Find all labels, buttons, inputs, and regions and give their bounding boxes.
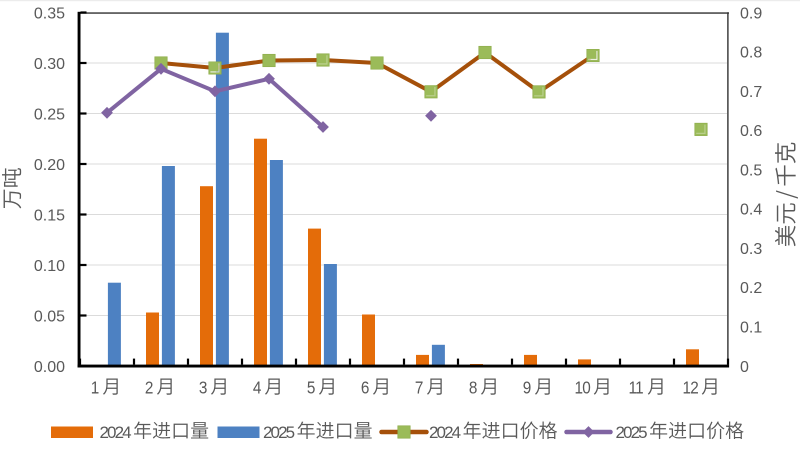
svg-text:2025: 2025 bbox=[263, 423, 295, 442]
svg-text:3: 3 bbox=[199, 377, 207, 397]
svg-text:0.7: 0.7 bbox=[740, 84, 762, 101]
svg-text:1: 1 bbox=[91, 377, 99, 397]
svg-text:0.6: 0.6 bbox=[740, 123, 762, 140]
svg-text:0.30: 0.30 bbox=[34, 56, 65, 73]
svg-text:10: 10 bbox=[575, 377, 591, 397]
svg-text:0.20: 0.20 bbox=[34, 157, 65, 174]
svg-text:0.05: 0.05 bbox=[34, 308, 65, 325]
svg-text:8: 8 bbox=[469, 377, 477, 397]
svg-text:0.4: 0.4 bbox=[740, 202, 762, 219]
svg-text:2: 2 bbox=[145, 377, 153, 397]
svg-text:0.5: 0.5 bbox=[740, 162, 762, 179]
svg-text:2024: 2024 bbox=[100, 423, 132, 442]
svg-text:0.1: 0.1 bbox=[740, 320, 762, 337]
svg-text:0.15: 0.15 bbox=[34, 207, 65, 224]
svg-text:7: 7 bbox=[415, 377, 423, 397]
svg-text:12: 12 bbox=[683, 377, 699, 397]
svg-text:0.35: 0.35 bbox=[34, 5, 65, 22]
svg-text:0.25: 0.25 bbox=[34, 106, 65, 123]
svg-text:0: 0 bbox=[740, 359, 749, 376]
svg-text:0.2: 0.2 bbox=[740, 280, 762, 297]
svg-text:6: 6 bbox=[361, 377, 369, 397]
svg-text:5: 5 bbox=[307, 377, 315, 397]
svg-text:9: 9 bbox=[523, 377, 531, 397]
svg-text:0.00: 0.00 bbox=[34, 359, 65, 376]
svg-text:2025: 2025 bbox=[616, 423, 648, 442]
svg-text:2024: 2024 bbox=[429, 423, 461, 442]
svg-text:11: 11 bbox=[629, 377, 644, 397]
svg-text:0.3: 0.3 bbox=[740, 241, 762, 258]
svg-text:0.9: 0.9 bbox=[740, 5, 762, 22]
svg-text:0.8: 0.8 bbox=[740, 45, 762, 62]
svg-text:0.10: 0.10 bbox=[34, 258, 65, 275]
svg-text:4: 4 bbox=[253, 377, 261, 397]
